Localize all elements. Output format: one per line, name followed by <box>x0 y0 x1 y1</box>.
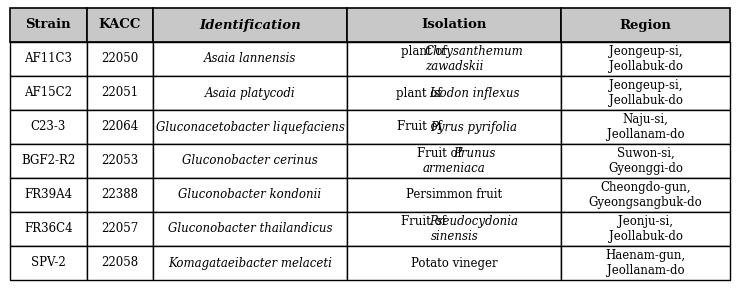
Text: Gluconobacter thailandicus: Gluconobacter thailandicus <box>168 223 332 236</box>
Bar <box>347 76 562 110</box>
Text: Fruit of: Fruit of <box>401 215 450 228</box>
Bar <box>562 8 730 42</box>
Text: 22058: 22058 <box>101 257 138 270</box>
Text: Jeongeup-si,
Jeollabuk-do: Jeongeup-si, Jeollabuk-do <box>609 79 683 107</box>
Bar <box>153 212 347 246</box>
Text: sinensis: sinensis <box>431 230 478 243</box>
Bar <box>562 144 730 178</box>
Text: Potato vineger: Potato vineger <box>411 257 497 270</box>
Bar <box>10 144 87 178</box>
Text: zawadskii: zawadskii <box>425 60 483 73</box>
Bar <box>10 246 87 280</box>
Text: 22053: 22053 <box>101 154 138 168</box>
Text: Asaia platycodi: Asaia platycodi <box>205 86 295 99</box>
Text: Isodon inflexus: Isodon inflexus <box>429 86 519 99</box>
Text: armeniaca: armeniaca <box>423 162 485 175</box>
Text: 22051: 22051 <box>101 86 138 99</box>
Text: FR39A4: FR39A4 <box>24 189 73 202</box>
Bar <box>153 144 347 178</box>
Text: SPV-2: SPV-2 <box>31 257 66 270</box>
Bar <box>562 246 730 280</box>
Text: Chrysanthemum: Chrysanthemum <box>425 45 523 58</box>
Text: Haenam-gun,
Jeollanam-do: Haenam-gun, Jeollanam-do <box>605 249 686 277</box>
Text: Gluconobacter cerinus: Gluconobacter cerinus <box>182 154 318 168</box>
Bar <box>10 8 87 42</box>
Text: AF11C3: AF11C3 <box>24 52 73 65</box>
Bar <box>347 212 562 246</box>
Text: plant of: plant of <box>401 45 450 58</box>
Text: Suwon-si,
Gyeonggi-do: Suwon-si, Gyeonggi-do <box>608 147 683 175</box>
Text: Region: Region <box>620 18 672 31</box>
Bar <box>87 144 153 178</box>
Text: 22057: 22057 <box>101 223 138 236</box>
Bar <box>347 178 562 212</box>
Bar <box>87 8 153 42</box>
Text: C23-3: C23-3 <box>30 120 66 134</box>
Bar <box>153 76 347 110</box>
Text: Prunus: Prunus <box>453 147 495 160</box>
Bar <box>87 110 153 144</box>
Bar <box>10 42 87 76</box>
Bar <box>10 178 87 212</box>
Text: Gluconacetobacter liquefaciens: Gluconacetobacter liquefaciens <box>155 120 344 134</box>
Bar <box>10 212 87 246</box>
Text: KACC: KACC <box>98 18 141 31</box>
Bar <box>562 212 730 246</box>
Text: Naju-si,
Jeollanam-do: Naju-si, Jeollanam-do <box>607 113 684 141</box>
Text: Persimmon fruit: Persimmon fruit <box>406 189 502 202</box>
Bar <box>562 110 730 144</box>
Bar <box>347 144 562 178</box>
Bar <box>562 178 730 212</box>
Text: Fruit of: Fruit of <box>417 147 465 160</box>
Bar <box>562 42 730 76</box>
Text: Identification: Identification <box>199 18 301 31</box>
Bar <box>153 246 347 280</box>
Text: BGF2-R2: BGF2-R2 <box>21 154 75 168</box>
Bar <box>10 76 87 110</box>
Bar <box>10 110 87 144</box>
Text: Asaia lannensis: Asaia lannensis <box>204 52 296 65</box>
Text: Gluconobacter kondonii: Gluconobacter kondonii <box>178 189 322 202</box>
Text: Jeongeup-si,
Jeollabuk-do: Jeongeup-si, Jeollabuk-do <box>609 45 683 73</box>
Text: Fruit of: Fruit of <box>397 120 445 134</box>
Text: Jeonju-si,
Jeollabuk-do: Jeonju-si, Jeollabuk-do <box>609 215 683 243</box>
Text: Isolation: Isolation <box>422 18 487 31</box>
Bar <box>347 8 562 42</box>
Text: Pyrus pyrifolia: Pyrus pyrifolia <box>431 120 518 134</box>
Text: 22064: 22064 <box>101 120 138 134</box>
Text: Pseudocydonia: Pseudocydonia <box>430 215 519 228</box>
Text: 22388: 22388 <box>101 189 138 202</box>
Bar <box>87 42 153 76</box>
Bar <box>87 246 153 280</box>
Text: FR36C4: FR36C4 <box>24 223 73 236</box>
Bar <box>153 178 347 212</box>
Text: Strain: Strain <box>25 18 71 31</box>
Bar <box>347 110 562 144</box>
Text: 22050: 22050 <box>101 52 138 65</box>
Bar <box>87 212 153 246</box>
Bar <box>87 178 153 212</box>
Text: plant of: plant of <box>397 86 445 99</box>
Bar <box>87 76 153 110</box>
Text: AF15C2: AF15C2 <box>24 86 73 99</box>
Text: Komagataeibacter melaceti: Komagataeibacter melaceti <box>168 257 332 270</box>
Bar <box>562 76 730 110</box>
Bar <box>153 8 347 42</box>
Bar <box>153 110 347 144</box>
Bar <box>153 42 347 76</box>
Text: Cheongdo-gun,
Gyeongsangbuk-do: Cheongdo-gun, Gyeongsangbuk-do <box>589 181 702 209</box>
Bar <box>347 42 562 76</box>
Bar <box>347 246 562 280</box>
